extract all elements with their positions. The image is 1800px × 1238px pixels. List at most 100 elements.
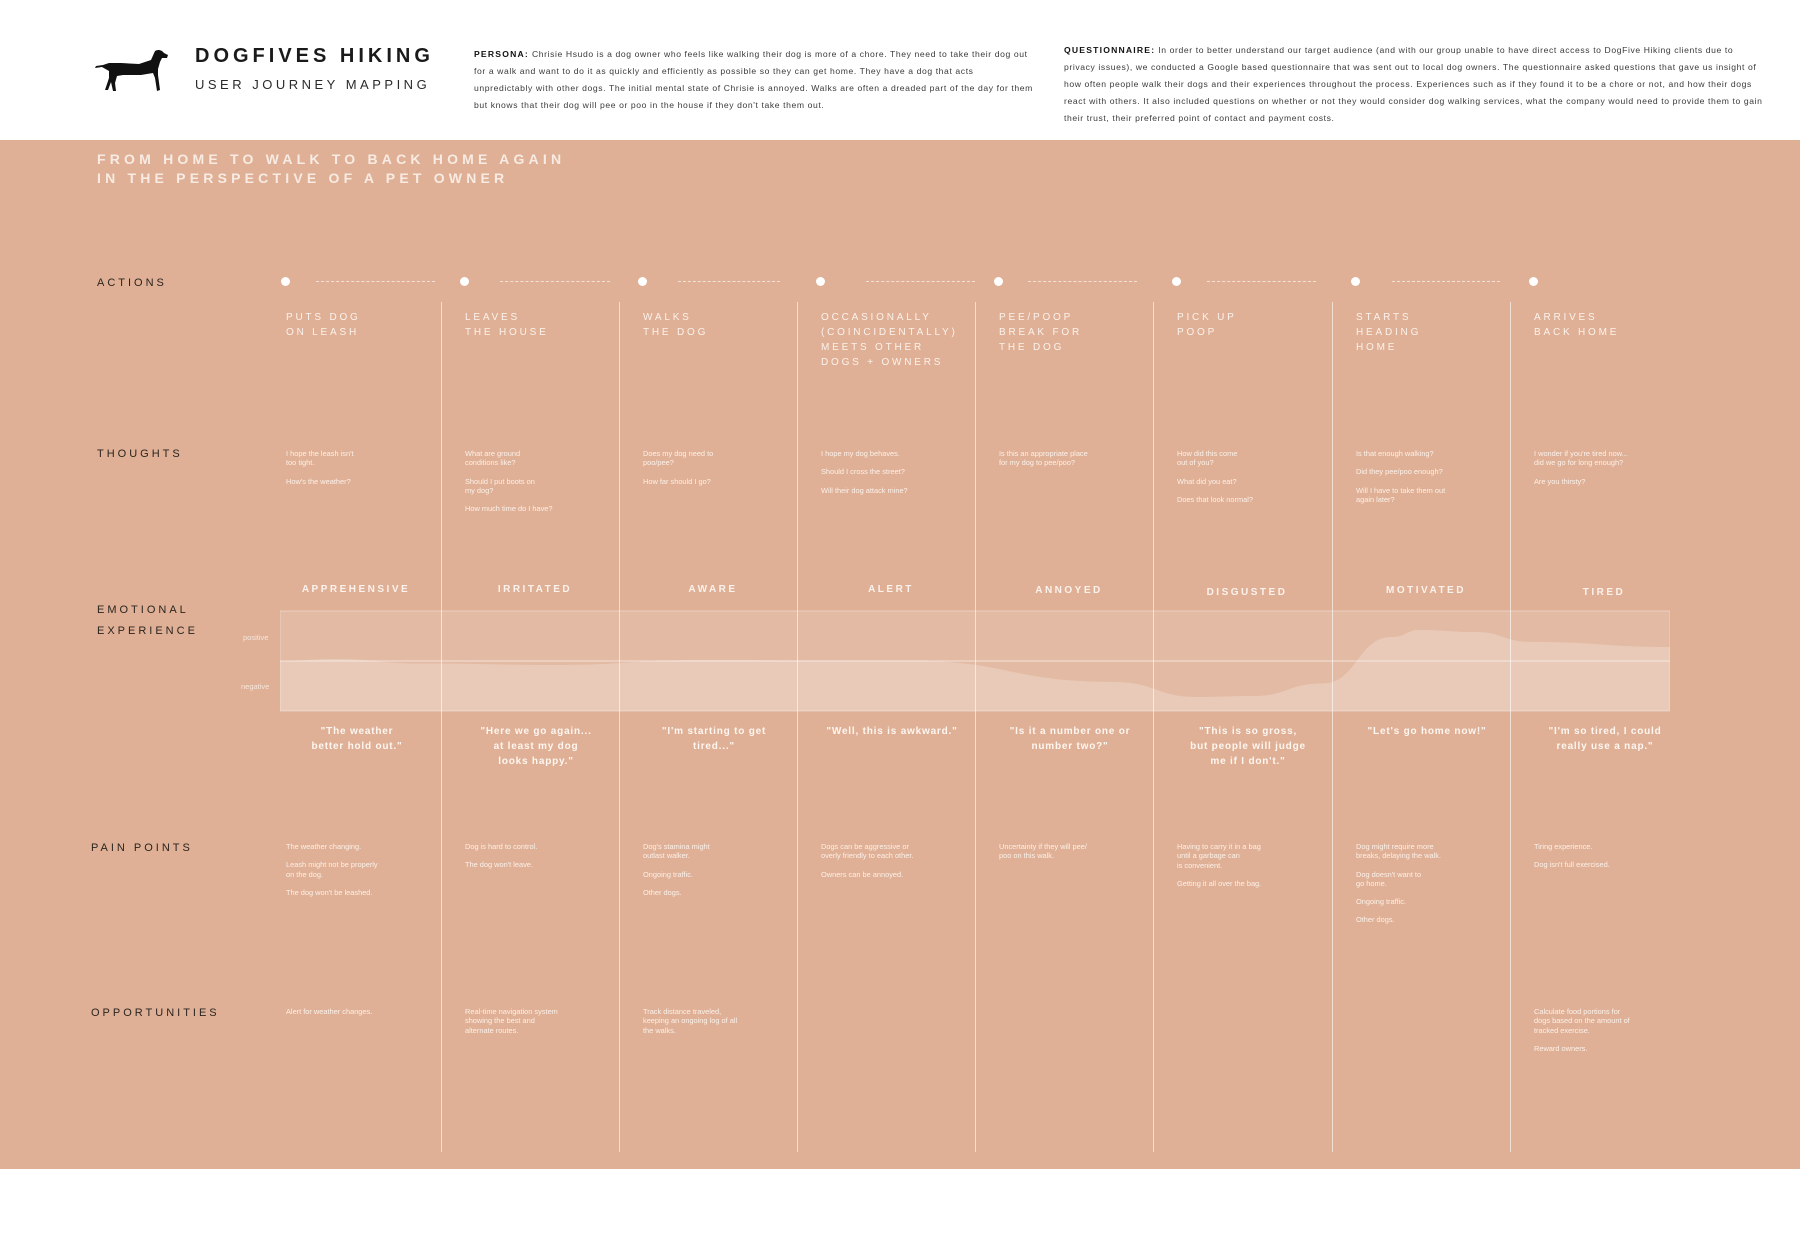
- emotion-quote: "Let's go home now!": [1367, 726, 1487, 737]
- opportunities-list: Calculate food portions for dogs based on…: [1534, 1007, 1684, 1062]
- action-title-line: DOGS + OWNERS: [821, 357, 944, 368]
- thoughts-list: Does my dog need to poo/pee? How far shoul…: [643, 449, 793, 495]
- board-title: FROM HOME TO WALK TO BACK HOME AGAIN IN …: [97, 150, 565, 188]
- timeline-dot: [460, 277, 469, 286]
- action-title: WALKS THE DOG: [643, 310, 708, 340]
- opportunity-item: Reward owners.: [1534, 1043, 1588, 1053]
- thought-item: Will their dog attack mine?: [821, 485, 908, 495]
- opportunity-item: Alert for weather changes.: [286, 1007, 373, 1016]
- pain-points-list: Dog might require more breaks, delaying t…: [1356, 842, 1506, 934]
- opportunities-list: Track distance traveled, keeping an ongoi…: [643, 1007, 793, 1044]
- action-title-line: (COINCIDENTALLY): [821, 327, 958, 338]
- questionnaire-paragraph: QUESTIONNAIRE: In order to better unders…: [1064, 42, 1764, 127]
- timeline-dash: [316, 281, 435, 282]
- action-title-line: POOP: [1177, 327, 1218, 338]
- pain-points-list: The weather changing. Leash might not be …: [286, 842, 436, 906]
- pain-point-item: Ongoing traffic.: [1356, 897, 1406, 907]
- row-label-actions: ACTIONS: [97, 277, 167, 289]
- pain-point-item: Dog is hard to control.: [465, 842, 538, 851]
- timeline-dot: [1529, 277, 1538, 286]
- action-title: PUTS DOG ON LEASH: [286, 310, 361, 340]
- persona-paragraph: PERSONA: Chrisie Hsudo is a dog owner wh…: [474, 46, 1034, 114]
- column-divider: [797, 302, 798, 1152]
- action-title-line: ARRIVES: [1534, 312, 1598, 323]
- timeline-dot: [1172, 277, 1181, 286]
- action-title-line: OCCASIONALLY: [821, 312, 932, 323]
- column-divider: [1332, 302, 1333, 1152]
- timeline-dash: [500, 281, 610, 282]
- thoughts-list: How did this come out of you? What did you…: [1177, 449, 1327, 513]
- action-title-line: PEE/POOP: [999, 312, 1074, 323]
- thought-item: What did you eat?: [1177, 476, 1237, 486]
- thought-item: Should I cross the street?: [821, 467, 905, 477]
- thought-item: Does my dog need to poo/pee?: [643, 449, 714, 468]
- action-title-line: THE DOG: [643, 327, 709, 338]
- questionnaire-label: QUESTIONNAIRE:: [1064, 45, 1156, 55]
- thought-item: How far should I go?: [643, 476, 711, 486]
- row-label-pain-points: PAIN POINTS: [91, 842, 193, 854]
- thought-item: How did this come out of you?: [1177, 449, 1238, 468]
- pain-points-list: Tiring experience. Dog isn't full exercis…: [1534, 842, 1684, 879]
- opportunities-list: Real-time navigation system showing the b…: [465, 1007, 615, 1044]
- pain-point-item: Dog isn't full exercised.: [1534, 860, 1610, 870]
- emotion-quote: "The weather better hold out.": [311, 726, 403, 752]
- opportunity-item: Calculate food portions for dogs based on…: [1534, 1007, 1630, 1035]
- emotion-area: [280, 630, 1670, 711]
- thoughts-list: Is this an appropriate place for my dog t…: [999, 449, 1149, 477]
- thought-item: Did they pee/poo enough?: [1356, 467, 1443, 477]
- thought-item: How much time do I have?: [465, 504, 553, 514]
- action-title-line: PUTS DOG: [286, 312, 361, 323]
- action-title-line: BACK HOME: [1534, 327, 1620, 338]
- action-title-line: THE DOG: [999, 342, 1065, 353]
- emotion-chart: [280, 610, 1670, 712]
- action-title-line: HEADING: [1356, 327, 1422, 338]
- thought-item: Does that look normal?: [1177, 494, 1253, 504]
- emotion-quote: "Is it a number one or number two?": [1009, 726, 1131, 752]
- emotion-label: DISGUSTED: [1206, 587, 1288, 598]
- column-divider: [1153, 302, 1154, 1152]
- emotion-quote: "Well, this is awkward.": [826, 726, 958, 737]
- pain-point-item: Dog might require more breaks, delaying t…: [1356, 842, 1442, 861]
- pain-point-item: Having to carry it in a bag until a garba…: [1177, 842, 1261, 870]
- thought-item: Is that enough walking?: [1356, 449, 1434, 458]
- action-title-line: MEETS OTHER: [821, 342, 925, 353]
- action-title-line: THE HOUSE: [465, 327, 549, 338]
- questionnaire-text: In order to better understand our target…: [1064, 45, 1763, 123]
- thought-item: Are you thirsty?: [1534, 476, 1586, 486]
- axis-label-negative: negative: [241, 682, 270, 691]
- pain-point-item: Uncertainty if they will pee/poo on this…: [999, 842, 1087, 861]
- action-title-line: HOME: [1356, 342, 1398, 353]
- chart-band-positive: [280, 610, 1670, 662]
- persona-text: Chrisie Hsudo is a dog owner who feels l…: [474, 49, 1033, 110]
- pain-point-item: Other dogs.: [1356, 915, 1395, 925]
- emotion-label: TIRED: [1582, 587, 1626, 598]
- pain-points-list: Dog's stamina might outlast walker. Ongoin…: [643, 842, 793, 906]
- action-title-line: ON LEASH: [286, 327, 359, 338]
- timeline-dot: [1351, 277, 1360, 286]
- thoughts-list: Is that enough walking? Did they pee/poo …: [1356, 449, 1506, 513]
- pain-point-item: Dog doesn't want to go home.: [1356, 869, 1422, 888]
- column-divider: [441, 302, 442, 1152]
- pain-point-item: Leash might not be properly on the dog.: [286, 860, 378, 879]
- row-label-thoughts: THOUGHTS: [97, 448, 183, 460]
- board-title-line-1: FROM HOME TO WALK TO BACK HOME AGAIN: [97, 151, 566, 167]
- emotion-label: MOTIVATED: [1386, 585, 1466, 596]
- action-title-line: WALKS: [643, 312, 692, 323]
- journey-board: [0, 140, 1800, 1169]
- emotion-label: IRRITATED: [497, 584, 573, 595]
- board-title-line-2: IN THE PERSPECTIVE OF A PET OWNER: [97, 170, 509, 186]
- column-divider: [975, 302, 976, 1152]
- row-label-opportunities: OPPORTUNITIES: [91, 1007, 220, 1019]
- column-divider: [619, 302, 620, 1152]
- pain-point-item: Ongoing traffic.: [643, 869, 693, 879]
- dog-logo-icon: [95, 49, 168, 91]
- timeline-dot: [816, 277, 825, 286]
- emotion-label: ALERT: [868, 584, 914, 595]
- chart-band-negative: [280, 660, 1670, 712]
- pain-points-list: Dog is hard to control. The dog won't lea…: [465, 842, 615, 879]
- thought-item: Will I have to take them out again later?: [1356, 485, 1446, 504]
- pain-point-item: The dog won't leave.: [465, 860, 533, 870]
- pain-point-item: Other dogs.: [643, 887, 682, 897]
- persona-label: PERSONA:: [474, 49, 529, 59]
- emotion-quote: "This is so gross, but people will judge m…: [1190, 726, 1306, 767]
